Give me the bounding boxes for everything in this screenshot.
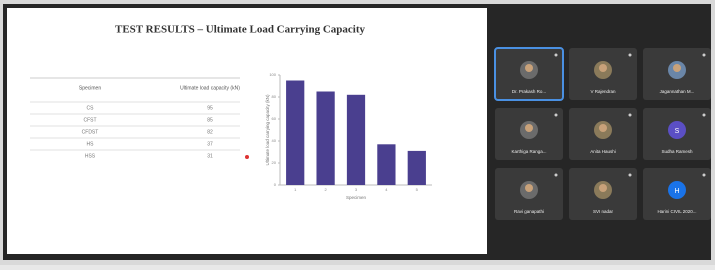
y-tick-label: 60 (272, 116, 277, 121)
avatar-face (599, 184, 607, 192)
participant-name: V Rajendran (590, 89, 616, 94)
avatar-face (525, 64, 533, 72)
participant-name: Sudha Ramesh (661, 149, 693, 154)
table-cell: 82 (207, 129, 213, 135)
pointer (245, 155, 249, 159)
participant-tile: S Sudha Ramesh (643, 108, 711, 160)
participant-name: Karthiga Ranga... (511, 149, 546, 154)
mic-icon (629, 174, 632, 177)
avatar-face (673, 64, 681, 72)
table-cell: HSS (85, 153, 96, 159)
participant-name: SVI nadar (593, 209, 614, 214)
participant-tile: SVI nadar (569, 168, 637, 220)
participant-name: Harini CIVIL 2020... (657, 209, 696, 214)
table-cell: 95 (207, 105, 213, 111)
mic-icon (629, 114, 632, 117)
avatar-initial: H (674, 188, 679, 195)
screen: TEST RESULTS – Ultimate Load Carrying Ca… (0, 0, 715, 265)
table-cell: HS (87, 141, 95, 147)
avatar-initial: S (675, 128, 680, 135)
participant-name: Dr. Prakash Ro... (512, 89, 546, 94)
bar (377, 144, 395, 185)
table-cell: CS (87, 105, 95, 111)
y-tick-label: 100 (269, 72, 276, 77)
table-cell: 37 (207, 141, 213, 147)
avatar-face (525, 184, 533, 192)
participant-name: Anita Haushi (590, 149, 616, 154)
bar (347, 95, 365, 185)
mic-icon (555, 114, 558, 117)
table-cell: CFDST (82, 129, 99, 135)
mic-icon (703, 174, 706, 177)
participant-name: Ravi ganapathi (514, 209, 544, 214)
avatar-face (599, 124, 607, 132)
bar (408, 151, 426, 185)
x-axis-label: Specimen (346, 195, 367, 200)
participant-name: Jagannathan M... (660, 89, 695, 94)
table-cell: CFST (83, 117, 96, 123)
participant-tile: Anita Haushi (569, 108, 637, 160)
avatar-face (599, 64, 607, 72)
participant-tile: Karthiga Ranga... (495, 108, 563, 160)
avatar-face (525, 124, 533, 132)
participant-tile: H Harini CIVIL 2020... (643, 168, 711, 220)
y-tick-label: 80 (272, 94, 277, 99)
mic-icon (703, 114, 706, 117)
y-tick-label: 40 (272, 138, 277, 143)
mic-icon (703, 54, 706, 57)
table-cell: 31 (207, 153, 213, 159)
y-tick-label: 20 (272, 160, 277, 165)
y-axis-label: Ultimate load carrying capacity (kN) (265, 94, 270, 166)
table-cell: 85 (207, 117, 213, 123)
table-header: Specimen (79, 85, 101, 91)
shared-slide (7, 8, 487, 254)
participant-tile: Jagannathan M... (643, 48, 711, 100)
mic-icon (555, 54, 558, 57)
participant-tile: V Rajendran (569, 48, 637, 100)
participant-tile: Dr. Prakash Ro... (495, 48, 563, 100)
mic-icon (629, 54, 632, 57)
slide-title: TEST RESULTS – Ultimate Load Carrying Ca… (115, 24, 365, 36)
mic-icon (555, 174, 558, 177)
bar (316, 92, 334, 186)
table-header: Ultimate load capacity (kN) (180, 85, 240, 91)
bar (286, 81, 304, 186)
participant-tile: Ravi ganapathi (495, 168, 563, 220)
